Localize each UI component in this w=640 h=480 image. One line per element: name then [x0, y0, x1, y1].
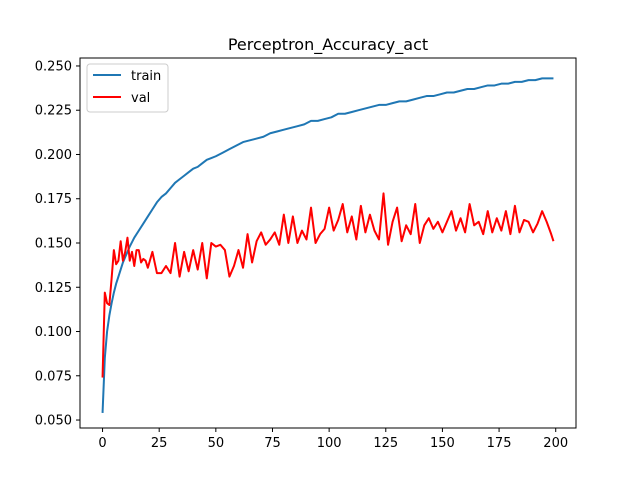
y-tick-label: 0.175	[35, 192, 72, 207]
legend: train val	[86, 63, 169, 113]
x-tick-label: 0	[98, 436, 106, 451]
series-line-train	[101, 77, 554, 413]
y-tick-label: 0.200	[35, 148, 72, 163]
y-tick-label: 0.150	[35, 237, 72, 252]
y-axis-ticks: 0.050 0.075 0.100 0.125 0.150 0.175 0.200 0.225…	[35, 59, 80, 429]
axes-layer: 0 25 50 75 100 125 150 175 200 0.0500.0750.1000.…	[35, 57, 577, 451]
plot-layer	[101, 77, 555, 413]
legend-val-label: val	[131, 91, 150, 106]
y-tick-label: 0.075	[35, 369, 72, 384]
y-tick-label: 0.050	[35, 414, 72, 429]
y-tick-label: 0.125	[35, 281, 72, 296]
legend-train-label: train	[131, 69, 161, 84]
x-tick-label: 100	[317, 436, 342, 451]
x-tick-label: 25	[151, 436, 168, 451]
lines-layer	[101, 77, 555, 413]
series-line-val	[101, 192, 555, 378]
x-tick-label: 175	[487, 436, 512, 451]
x-tick-label: 50	[208, 436, 225, 451]
x-tick-label: 200	[543, 436, 568, 451]
x-tick-label: 125	[373, 436, 398, 451]
y-tick-label: 0.225	[35, 104, 72, 119]
x-tick-label: 75	[264, 436, 281, 451]
x-tick-label: 150	[430, 436, 455, 451]
x-axis-ticks: 0 25 50 75 100 125 150 175 200	[98, 428, 568, 451]
y-tick-label: 0.250	[35, 59, 72, 74]
chart-title: Perceptron_Accuracy_act	[228, 35, 428, 55]
y-tick-label: 0.100	[35, 325, 72, 340]
